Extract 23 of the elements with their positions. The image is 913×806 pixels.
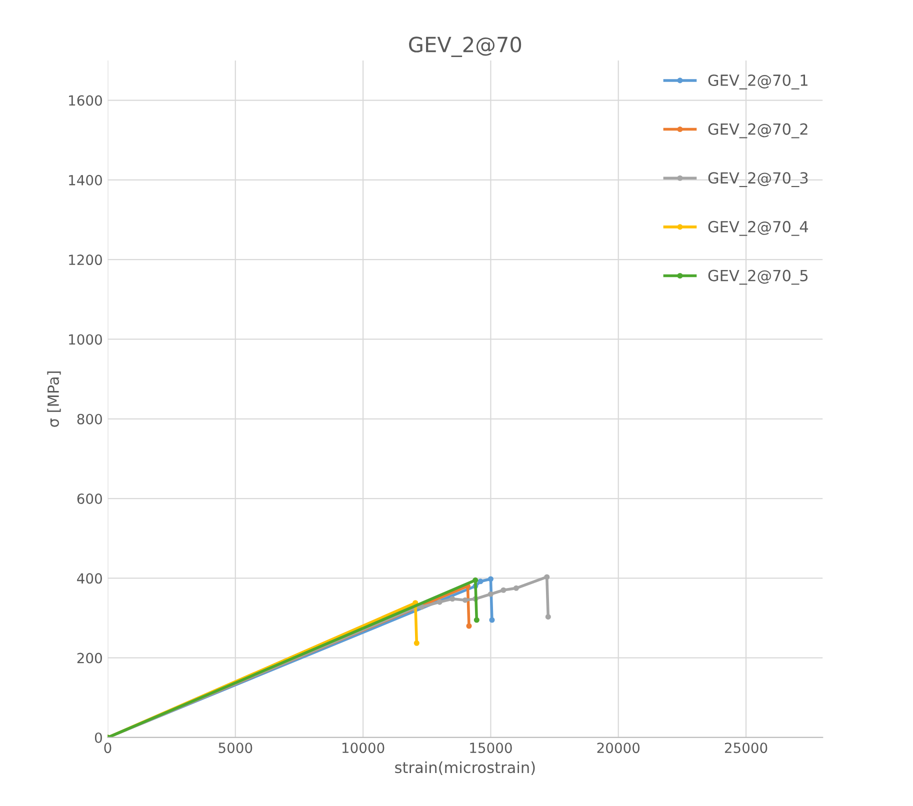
chart-title: GEV_2@70 xyxy=(409,36,522,58)
y-tick-label: 400 xyxy=(77,573,102,584)
x-tick-label: 20000 xyxy=(597,742,640,754)
x-tick-label: 10000 xyxy=(342,742,384,754)
legend-label: GEV_2@70_4 xyxy=(708,220,808,236)
y-axis-title: σ [MPa] xyxy=(47,372,61,427)
x-tick-label: 5000 xyxy=(218,742,252,754)
legend-label: GEV_2@70_2 xyxy=(708,123,808,138)
y-tick-label: 1000 xyxy=(69,334,102,345)
y-tick-label: 1600 xyxy=(69,95,102,106)
legend-label: GEV_2@70_5 xyxy=(708,270,808,285)
y-tick-label: 0 xyxy=(94,732,102,743)
y-tick-label: 600 xyxy=(77,494,102,504)
y-tick-label: 200 xyxy=(77,652,102,664)
legend-label: GEV_2@70_1 xyxy=(708,74,808,90)
x-tick-label: 25000 xyxy=(724,742,768,754)
x-tick-label: 0 xyxy=(104,742,112,754)
x-axis-title: strain(microstrain) xyxy=(395,761,535,775)
y-tick-label: 1400 xyxy=(69,174,102,186)
legend-label: GEV_2@70_3 xyxy=(708,172,808,188)
x-tick-label: 15000 xyxy=(470,742,512,754)
y-tick-label: 800 xyxy=(77,414,102,424)
y-tick-label: 1200 xyxy=(69,254,102,266)
